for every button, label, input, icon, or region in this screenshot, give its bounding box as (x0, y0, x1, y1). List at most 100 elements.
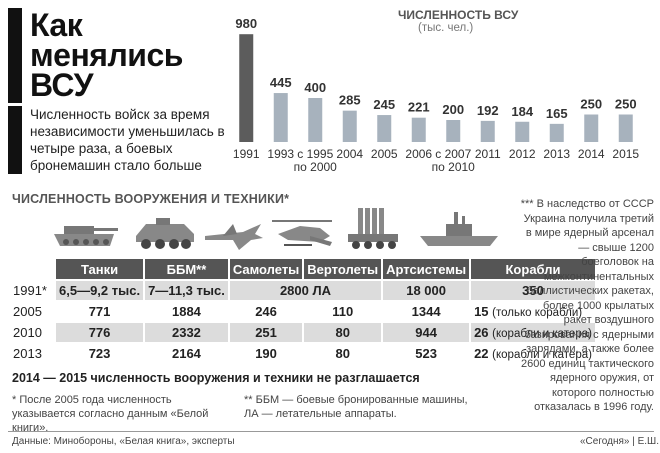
category-label: 2012 (509, 147, 536, 161)
bar-value-label: 980 (235, 16, 257, 31)
category-label: 2014 (578, 147, 605, 161)
cell-tanks: 776 (56, 323, 144, 342)
row-year: 2010 (13, 325, 42, 340)
cell-aircraft: 2800 ЛА (229, 281, 382, 300)
category-label: 1991 (233, 147, 260, 161)
cell-helicopters: 110 (304, 302, 382, 321)
lead-text: Численность войск за время независимости… (30, 107, 225, 173)
title-accent-bar (8, 8, 22, 103)
page-title: Как менялись ВСУ (30, 7, 183, 103)
cell-planes: 251 (229, 323, 303, 342)
category-label: 2013 (543, 147, 570, 161)
cell-ships: 350 (471, 281, 595, 300)
table-row: 1991* 6,5—9,2 тыс. 7—11,3 тыс. 2800 ЛА 1… (10, 281, 595, 300)
ships-value: 22 (474, 346, 489, 361)
cell-ships: 22 (корабли и катера) (471, 344, 595, 363)
bar-value-label: 221 (408, 100, 430, 115)
header-tanks: Танки (56, 259, 144, 279)
bar-2015 (618, 114, 633, 142)
helicopter-icon (272, 220, 332, 246)
category-label: по 2000 (294, 160, 338, 174)
bar-2012 (515, 121, 530, 142)
cell-ships: 15 (только корабли) (471, 302, 595, 321)
cell-bbm: 7—11,3 тыс. (145, 281, 228, 300)
bar-value-label: 445 (270, 75, 292, 90)
bar-value-label: 250 (580, 97, 602, 112)
cell-planes: 190 (229, 344, 303, 363)
title-block: Как менялись ВСУ (8, 8, 223, 103)
header-artillery: Артсистемы (383, 259, 470, 279)
footnote-1: * После 2005 года численность указываетс… (12, 394, 209, 434)
category-label: 2015 (612, 147, 639, 161)
row-year: 2013 (13, 346, 42, 361)
title-line-2: менялись (30, 37, 183, 73)
chart-title: ЧИСЛЕННОСТЬ ВСУ (398, 8, 519, 22)
bar-value-label: 192 (477, 103, 499, 118)
ships-value: 15 (474, 304, 489, 319)
ship-icon (420, 212, 498, 246)
category-label: 2011 (475, 147, 501, 161)
cell-bbm: 1884 (145, 302, 228, 321)
bar-с 1995 по 2000 (308, 98, 323, 142)
bar-2004 (342, 110, 357, 142)
bar-2011 (480, 120, 495, 142)
weapons-table: Танки ББМ** Самолеты Вертолеты Артсистем… (8, 257, 597, 365)
category-label: 2006 (405, 147, 432, 161)
chart-subtitle: (тыс. чел.) (418, 22, 474, 34)
tank-icon (54, 226, 118, 246)
ships-value: 26 (474, 325, 489, 340)
title-line-3: ВСУ (30, 67, 93, 103)
category-label: с 1995 (297, 147, 333, 161)
category-label: с 2007 (435, 147, 471, 161)
ships-note: (только корабли) (492, 307, 583, 319)
bar-2005 (377, 115, 392, 142)
title-line-1: Как (30, 7, 83, 43)
cell-helicopters: 80 (304, 344, 382, 363)
table-row: 2013 723 2164 190 80 523 22 (корабли и к… (10, 344, 595, 363)
credit-line: «Сегодня» | Е.Ш. (580, 436, 659, 447)
bar-1993 (273, 93, 288, 142)
header-bbm: ББМ** (145, 259, 228, 279)
source-line: Данные: Минобороны, «Белая книга», экспе… (12, 436, 235, 447)
ships-note: (корабли и катера) (492, 328, 592, 340)
cell-artillery: 944 (383, 323, 470, 342)
category-label: 2004 (336, 147, 363, 161)
lead-accent-bar (8, 106, 22, 174)
bar-value-label: 184 (511, 104, 533, 119)
bar-2014 (584, 114, 599, 142)
category-label: по 2010 (432, 160, 476, 174)
footnote-2: ** ББМ — боевые бронированные машины, ЛА… (244, 394, 468, 420)
bar-1991 (239, 34, 254, 143)
disclosure-note: 2014 — 2015 численность вооружения и тех… (12, 371, 420, 385)
weapons-section-title: ЧИСЛЕННОСТЬ ВООРУЖЕНИЯ И ТЕХНИКИ* (12, 192, 290, 206)
footnote-3: *** В наследство от СССР Украина получил… (520, 198, 654, 413)
cell-artillery: 1344 (383, 302, 470, 321)
cell-planes: 246 (229, 302, 303, 321)
cell-bbm: 2332 (145, 323, 228, 342)
cell-tanks: 6,5—9,2 тыс. (56, 281, 144, 300)
bar-value-label: 165 (546, 106, 568, 121)
row-year: 2005 (13, 304, 42, 319)
artillery-icon (348, 208, 398, 249)
jet-icon (205, 224, 263, 250)
header-planes: Самолеты (229, 259, 303, 279)
bar-value-label: 400 (304, 80, 326, 95)
bar-2006 (411, 117, 426, 142)
ships-value: 350 (522, 283, 544, 298)
footer-rule (8, 431, 654, 432)
cell-bbm: 2164 (145, 344, 228, 363)
table-row: 2005 771 1884 246 110 1344 15 (только ко… (10, 302, 595, 321)
bar-2013 (549, 123, 564, 142)
header-helicopters: Вертолеты (304, 259, 382, 279)
category-label: 1993 (267, 147, 294, 161)
cell-tanks: 723 (56, 344, 144, 363)
row-year: 1991* (13, 283, 47, 298)
cell-helicopters: 80 (304, 323, 382, 342)
bar-value-label: 250 (615, 97, 637, 112)
cell-tanks: 771 (56, 302, 144, 321)
table-row: 2010 776 2332 251 80 944 26 (корабли и к… (10, 323, 595, 342)
bar-value-label: 285 (339, 93, 361, 108)
table-header-row: Танки ББМ** Самолеты Вертолеты Артсистем… (10, 259, 595, 279)
cell-artillery: 18 000 (383, 281, 470, 300)
